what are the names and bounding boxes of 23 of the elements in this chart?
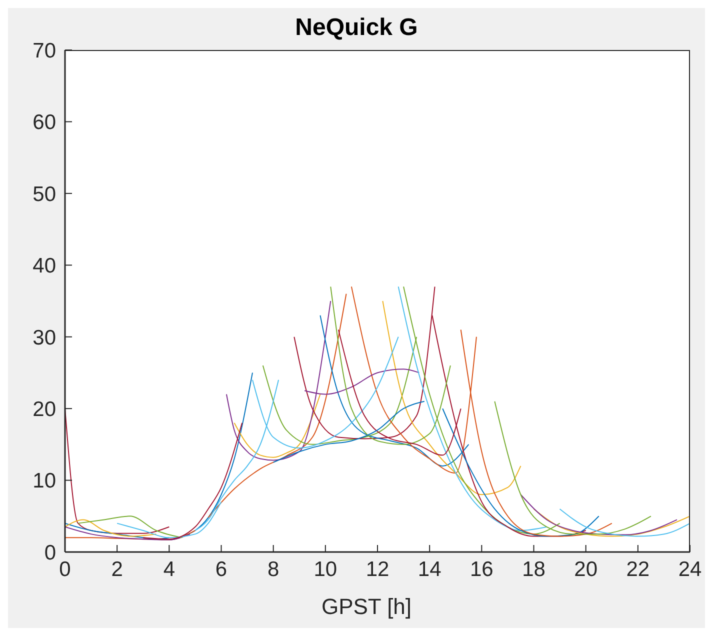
- x-tick-label: 22: [626, 558, 650, 581]
- chart-title: NeQuick G: [295, 14, 418, 41]
- y-tick-label: 10: [32, 470, 56, 493]
- y-tick-label: 70: [32, 39, 56, 62]
- y-tick-label: 60: [32, 111, 56, 134]
- x-tick-label: 0: [59, 558, 71, 581]
- x-tick-label: 12: [366, 558, 390, 581]
- x-tick-label: 16: [470, 558, 494, 581]
- y-tick-label: 0: [44, 541, 56, 564]
- x-tick-label: 10: [314, 558, 338, 581]
- x-tick-label: 4: [163, 558, 176, 581]
- x-tick-label: 18: [522, 558, 546, 581]
- x-tick-label: 8: [267, 558, 280, 581]
- y-tick-label: 40: [32, 254, 56, 278]
- y-tick-label: 20: [32, 398, 56, 422]
- y-tick-label: 50: [32, 182, 56, 206]
- x-tick-label: 24: [678, 558, 702, 581]
- x-tick-label: 2: [111, 558, 123, 581]
- y-tick-label: 30: [32, 326, 56, 350]
- x-tick-label: 14: [418, 558, 442, 581]
- x-axis-title: GPST [h]: [320, 594, 413, 620]
- x-tick-label: 20: [574, 558, 598, 581]
- x-tick-label: 6: [215, 558, 228, 581]
